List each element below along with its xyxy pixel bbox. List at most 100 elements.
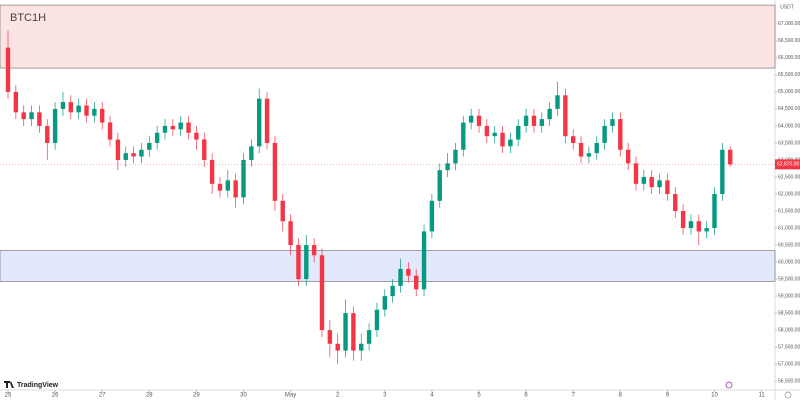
candle-body <box>186 122 191 133</box>
zone <box>0 250 776 282</box>
zone <box>0 4 776 69</box>
candle-body <box>115 139 121 160</box>
candle-body <box>209 159 215 184</box>
candle-body <box>625 149 631 164</box>
candle-body <box>578 142 584 157</box>
candle-body <box>68 102 73 113</box>
y-tick-label: 60,000.00 <box>778 259 800 265</box>
x-tick-label: 11 <box>758 393 765 399</box>
brand-logo <box>4 381 14 388</box>
candle-body <box>688 221 694 229</box>
y-tick-label: 67,000.00 <box>778 21 800 27</box>
y-tick-label: 63,500.00 <box>778 140 800 146</box>
candle-body <box>257 98 262 147</box>
candle-body <box>162 125 168 133</box>
candle-body <box>728 149 733 165</box>
candle-body <box>60 102 66 109</box>
candle-body <box>461 122 466 150</box>
x-tick-label: 7 <box>572 393 576 399</box>
candle-body <box>343 313 348 351</box>
candle-body <box>107 122 113 140</box>
candle-body <box>319 255 325 331</box>
candle-body <box>508 139 513 147</box>
candle-body <box>429 200 435 232</box>
candle-body <box>712 194 717 229</box>
y-tick-label: 61,500.00 <box>778 208 800 214</box>
candle-body <box>516 125 521 140</box>
candle-body <box>641 176 647 184</box>
candle-body <box>84 105 89 116</box>
candle-body <box>225 180 230 191</box>
y-tick-label: 64,500.00 <box>778 106 800 112</box>
candle-body <box>398 268 403 286</box>
candle-body <box>351 313 356 351</box>
x-tick-label: 6 <box>524 393 528 399</box>
candle-body <box>720 149 725 194</box>
candle-body <box>445 163 450 171</box>
candle-body <box>76 105 81 113</box>
settings-icon[interactable] <box>784 391 792 399</box>
candle-body <box>571 136 576 143</box>
candle-body <box>139 149 144 157</box>
event-icon[interactable] <box>725 381 733 389</box>
x-tick-label: 10 <box>711 393 718 399</box>
candle-body <box>618 119 623 150</box>
candle-body <box>453 149 458 164</box>
y-tick-label: 59,000.00 <box>778 293 800 299</box>
x-tick-label: 27 <box>99 393 106 399</box>
candle-body <box>131 153 136 157</box>
candle-body <box>421 231 427 290</box>
candle-body <box>610 119 615 126</box>
y-tick-label: 58,500.00 <box>778 310 800 316</box>
candle-body <box>45 125 50 143</box>
price-label: 62,870.00 <box>777 162 799 168</box>
x-tick-label: 5 <box>477 393 481 399</box>
candle-body <box>37 112 42 126</box>
candle-body <box>437 170 442 201</box>
brand: TradingView <box>4 381 59 389</box>
candle-body <box>5 47 11 92</box>
y-tick-label: 62,000.00 <box>778 191 800 197</box>
candle-body <box>563 95 568 137</box>
x-tick-label: 4 <box>430 393 434 399</box>
candle-body <box>178 122 183 130</box>
candle-body <box>100 108 105 123</box>
candle-body <box>13 91 19 113</box>
candle-body <box>29 112 34 120</box>
candle-body <box>202 139 207 160</box>
candle-body <box>374 309 380 331</box>
brand-name: TradingView <box>17 382 59 389</box>
x-tick-label: 26 <box>52 393 59 399</box>
candle-body <box>476 115 482 126</box>
x-tick-label: 2 <box>336 393 340 399</box>
candle-body <box>272 142 278 201</box>
candle-body <box>539 119 544 126</box>
candle-body <box>52 108 58 143</box>
candle-body <box>170 125 176 130</box>
candle-body <box>194 132 199 140</box>
candle-body <box>680 211 686 229</box>
candle-body <box>555 95 560 109</box>
y-tick-label: 56,500.00 <box>778 379 800 385</box>
y-tick-label: 61,000.00 <box>778 225 800 231</box>
candle-body <box>304 245 309 280</box>
candle-body <box>523 115 529 126</box>
price-label-box <box>775 159 800 170</box>
y-tick-label: 59,500.00 <box>778 276 800 282</box>
candle-body <box>233 180 238 198</box>
candle-body <box>665 180 670 194</box>
y-tick-label: 64,000.00 <box>778 123 800 129</box>
candle-body <box>492 132 497 137</box>
candle-body <box>154 132 160 143</box>
candle-body <box>468 115 474 123</box>
candle-body <box>288 221 293 246</box>
candle-body <box>249 146 254 160</box>
candle-body <box>366 330 372 344</box>
candle-body <box>586 153 592 157</box>
axis-unit: USDT <box>780 4 794 10</box>
candle-body <box>264 98 270 143</box>
x-tick-label: May <box>285 393 296 399</box>
candle-body <box>602 125 607 143</box>
plot <box>0 4 776 365</box>
